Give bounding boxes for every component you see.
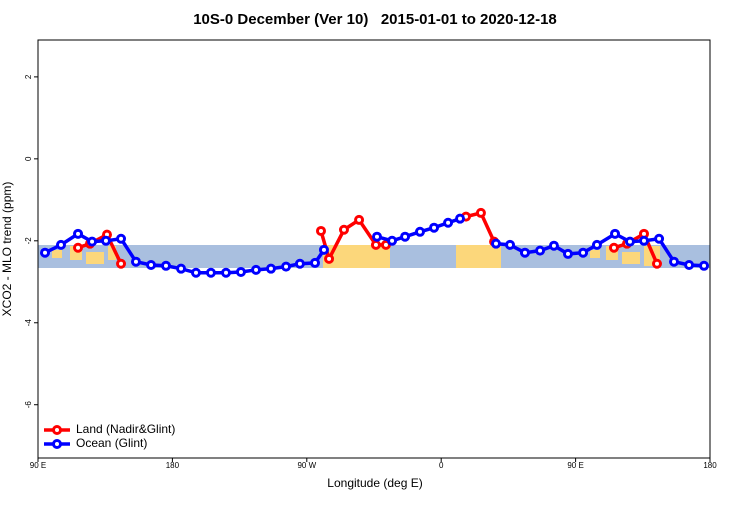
point bbox=[429, 222, 440, 233]
point bbox=[73, 228, 84, 239]
point bbox=[205, 267, 216, 278]
point bbox=[608, 242, 619, 253]
point bbox=[160, 260, 171, 271]
y-tick-label: -6 bbox=[24, 401, 33, 409]
point bbox=[638, 235, 649, 246]
point bbox=[100, 235, 111, 246]
point bbox=[562, 248, 573, 259]
point bbox=[73, 242, 84, 253]
x-tick-label: 0 bbox=[439, 461, 444, 470]
chart-title: 10S-0 December (Ver 10) 2015-01-01 to 20… bbox=[193, 11, 557, 28]
legend-label: Land (Nadir&Glint) bbox=[76, 422, 175, 436]
point bbox=[87, 236, 98, 247]
point bbox=[294, 258, 305, 269]
point bbox=[265, 263, 276, 274]
point bbox=[55, 239, 66, 250]
y-axis-label: XCO2 - MLO trend (ppm) bbox=[0, 182, 14, 317]
point bbox=[624, 236, 635, 247]
point bbox=[455, 213, 466, 224]
point bbox=[535, 245, 546, 256]
point bbox=[651, 258, 662, 269]
legend-marker bbox=[52, 425, 62, 435]
point bbox=[146, 259, 157, 270]
point bbox=[338, 224, 349, 235]
point bbox=[387, 235, 398, 246]
x-tick-label: 90 E bbox=[567, 461, 583, 470]
point bbox=[130, 256, 141, 267]
point bbox=[371, 231, 382, 242]
point bbox=[281, 261, 292, 272]
legend-label: Ocean (Glint) bbox=[76, 436, 147, 450]
point bbox=[578, 247, 589, 258]
point bbox=[443, 217, 454, 228]
point bbox=[519, 247, 530, 258]
plot-frame bbox=[37, 39, 711, 459]
point bbox=[190, 267, 201, 278]
point bbox=[699, 260, 710, 271]
point bbox=[591, 239, 602, 250]
point bbox=[251, 264, 262, 275]
y-tick-label: -2 bbox=[24, 237, 33, 245]
point bbox=[669, 256, 680, 267]
y-tick-label: 0 bbox=[24, 156, 33, 161]
point bbox=[354, 214, 365, 225]
x-tick-label: 90 E bbox=[30, 461, 46, 470]
point bbox=[610, 228, 621, 239]
point bbox=[310, 257, 321, 268]
y-tick-label: 2 bbox=[24, 74, 33, 79]
y-tick-label: -4 bbox=[24, 319, 33, 327]
x-tick-label: 90 W bbox=[297, 461, 316, 470]
x-axis-label: Longitude (deg E) bbox=[327, 476, 422, 490]
point bbox=[400, 231, 411, 242]
point bbox=[654, 233, 665, 244]
point bbox=[40, 247, 51, 258]
point bbox=[324, 253, 335, 264]
point bbox=[548, 240, 559, 251]
point bbox=[684, 259, 695, 270]
point bbox=[491, 238, 502, 249]
point bbox=[370, 239, 381, 250]
land-areas bbox=[52, 245, 660, 268]
point bbox=[318, 244, 329, 255]
x-tick-label: 180 bbox=[166, 461, 180, 470]
x-tick-label: 180 bbox=[703, 461, 717, 470]
point bbox=[414, 226, 425, 237]
point bbox=[505, 239, 516, 250]
point bbox=[116, 258, 127, 269]
point bbox=[315, 225, 326, 236]
point bbox=[176, 263, 187, 274]
legend-marker bbox=[52, 439, 62, 449]
point bbox=[221, 267, 232, 278]
series-line bbox=[77, 210, 659, 265]
point bbox=[475, 207, 486, 218]
point bbox=[116, 233, 127, 244]
point bbox=[235, 266, 246, 277]
